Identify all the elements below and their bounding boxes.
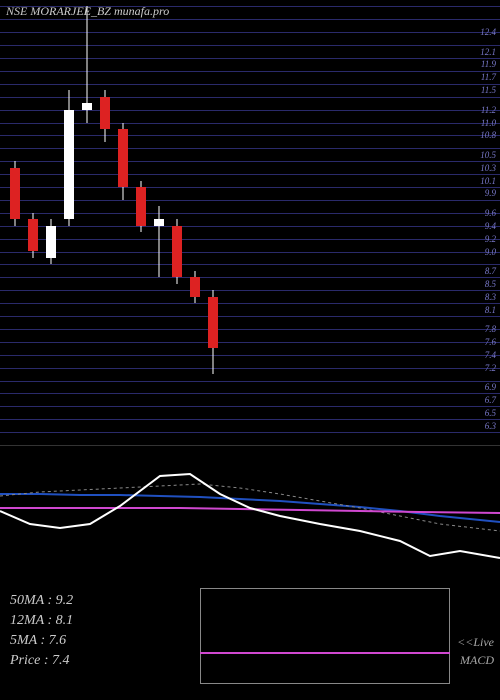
- grid-line: [0, 329, 500, 330]
- price-axis-label: 10.3: [480, 163, 496, 173]
- grid-line: [0, 264, 500, 265]
- candle: [136, 181, 146, 233]
- indicator-panel: [0, 445, 500, 575]
- grid-line: [0, 342, 500, 343]
- info-ma50: 50MA : 9.2: [10, 593, 73, 609]
- price-axis-label: 9.2: [485, 234, 496, 244]
- grid-line: [0, 290, 500, 291]
- price-axis-label: 10.8: [480, 130, 496, 140]
- candle: [46, 219, 56, 264]
- price-axis-label: 11.5: [481, 85, 496, 95]
- candle: [64, 90, 74, 225]
- grid-line: [0, 71, 500, 72]
- grid-line: [0, 174, 500, 175]
- grid-line: [0, 406, 500, 407]
- price-axis-label: 11.9: [481, 59, 496, 69]
- grid-line: [0, 419, 500, 420]
- info-price: Price : 7.4: [10, 653, 69, 669]
- grid-line: [0, 316, 500, 317]
- price-axis-label: 9.6: [485, 208, 496, 218]
- grid-line: [0, 303, 500, 304]
- grid-line: [0, 32, 500, 33]
- macd-panel: 50MA : 9.2 12MA : 8.1 5MA : 7.6 Price : …: [0, 575, 500, 700]
- price-axis-label: 7.6: [485, 337, 496, 347]
- macd-box: [200, 588, 450, 684]
- grid-line: [0, 58, 500, 59]
- candle: [190, 271, 200, 303]
- grid-line: [0, 368, 500, 369]
- price-axis-label: 11.2: [481, 105, 496, 115]
- info-ma12: 12MA : 8.1: [10, 613, 73, 629]
- price-axis-label: 10.5: [480, 150, 496, 160]
- grid-line: [0, 84, 500, 85]
- grid-line: [0, 97, 500, 98]
- grid-line: [0, 213, 500, 214]
- candle: [82, 6, 92, 122]
- grid-line: [0, 200, 500, 201]
- candle: [172, 219, 182, 283]
- grid-line: [0, 226, 500, 227]
- price-axis-label: 11.0: [481, 118, 496, 128]
- candle: [118, 123, 128, 200]
- macd-midline: [200, 652, 450, 654]
- grid-line: [0, 381, 500, 382]
- price-axis-label: 11.7: [481, 72, 496, 82]
- price-axis-label: 8.5: [485, 279, 496, 289]
- grid-line: [0, 355, 500, 356]
- grid-line: [0, 19, 500, 20]
- price-axis-label: 7.8: [485, 324, 496, 334]
- candle: [10, 161, 20, 225]
- chart-title: NSE MORARJEE_BZ munafa.pro: [6, 4, 169, 19]
- price-axis-label: 8.1: [485, 305, 496, 315]
- grid-line: [0, 110, 500, 111]
- price-axis-label: 9.9: [485, 188, 496, 198]
- price-axis-label: 9.4: [485, 221, 496, 231]
- grid-line: [0, 148, 500, 149]
- grid-line: [0, 252, 500, 253]
- price-axis-label: 6.3: [485, 421, 496, 431]
- grid-line: [0, 432, 500, 433]
- grid-line: [0, 187, 500, 188]
- price-axis-label: 12.4: [480, 27, 496, 37]
- price-axis-label: 8.3: [485, 292, 496, 302]
- price-axis-label: 6.5: [485, 408, 496, 418]
- grid-line: [0, 239, 500, 240]
- grid-line: [0, 277, 500, 278]
- grid-line: [0, 45, 500, 46]
- indicator-lines: [0, 446, 500, 576]
- live-label: <<Live: [457, 635, 494, 650]
- info-ma5: 5MA : 7.6: [10, 633, 66, 649]
- grid-line: [0, 123, 500, 124]
- price-axis-label: 6.9: [485, 382, 496, 392]
- price-axis-label: 9.0: [485, 247, 496, 257]
- candle: [208, 290, 218, 374]
- grid-line: [0, 135, 500, 136]
- grid-line: [0, 161, 500, 162]
- ma-line-ma5: [0, 474, 500, 558]
- grid-line: [0, 393, 500, 394]
- candle: [28, 213, 38, 258]
- price-axis-label: 6.7: [485, 395, 496, 405]
- price-axis-label: 8.7: [485, 266, 496, 276]
- candle: [154, 206, 164, 277]
- candle: [100, 90, 110, 142]
- price-axis-label: 7.2: [485, 363, 496, 373]
- price-axis-label: 7.4: [485, 350, 496, 360]
- price-panel: 12.4 12.1 11.9 11.7 11.5 11.2 11.0 10.8 10.5 10.3…: [0, 0, 500, 445]
- macd-label: MACD: [460, 653, 494, 668]
- price-axis-label: 10.1: [480, 176, 496, 186]
- price-axis-label: 12.1: [480, 47, 496, 57]
